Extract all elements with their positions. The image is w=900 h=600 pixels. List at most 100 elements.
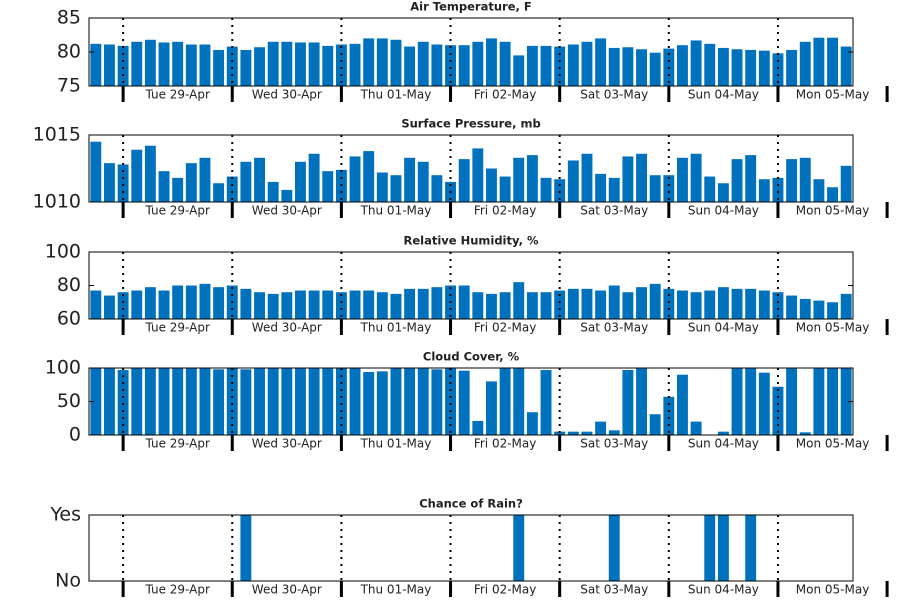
bar (104, 44, 115, 86)
bar (554, 290, 566, 319)
bar (717, 515, 729, 581)
y-tick-label: 100 (45, 241, 81, 263)
bar (376, 371, 388, 435)
bar (240, 288, 252, 319)
bar (472, 41, 484, 86)
day-label: Sat 03-May (580, 437, 648, 451)
bar (513, 368, 525, 435)
bar (745, 515, 757, 581)
bar (349, 43, 361, 86)
bar (199, 368, 211, 435)
bar (158, 368, 170, 435)
bar (144, 145, 156, 202)
bar (813, 37, 825, 86)
day-label: Thu 01-May (360, 321, 432, 335)
bar (281, 368, 293, 435)
day-label: Fri 02-May (474, 88, 537, 102)
bar (840, 165, 852, 202)
bar (472, 420, 484, 435)
bar (404, 157, 416, 202)
bar (704, 43, 716, 86)
bar (758, 179, 770, 202)
y-tick-label: 85 (57, 7, 81, 29)
bar (295, 161, 306, 202)
bar (90, 43, 102, 86)
bar (308, 42, 320, 86)
bar (622, 370, 634, 435)
bar (131, 368, 143, 435)
bar (581, 153, 593, 202)
bar (417, 368, 429, 435)
bar (158, 42, 170, 86)
bar (404, 368, 416, 435)
bar (827, 37, 838, 86)
bar (295, 42, 306, 86)
bar (677, 157, 688, 202)
axes-box (88, 134, 854, 203)
day-label: Wed 30-Apr (252, 88, 322, 102)
bar (499, 292, 511, 319)
y-tick-label: 80 (57, 274, 81, 296)
bar (240, 369, 252, 435)
day-label: Sun 04-May (688, 204, 759, 218)
bar (827, 368, 838, 435)
day-label: Sun 04-May (688, 583, 759, 597)
bar (131, 149, 143, 202)
bar (199, 283, 211, 319)
bar (144, 368, 156, 435)
bar (758, 372, 770, 435)
bar (827, 187, 838, 202)
bar (813, 179, 825, 202)
bar (458, 45, 470, 86)
bar (472, 292, 484, 319)
bar (486, 38, 497, 86)
day-label: Fri 02-May (474, 583, 537, 597)
bar (254, 368, 265, 435)
bar (581, 288, 593, 319)
bar (567, 288, 579, 319)
bar (158, 290, 170, 319)
bar (226, 46, 238, 86)
bar (690, 40, 702, 86)
bar (376, 172, 388, 202)
bar (799, 432, 811, 435)
bar (431, 287, 443, 319)
bar (799, 41, 811, 86)
day-label: Tue 29-Apr (144, 88, 209, 102)
bar (704, 515, 716, 581)
bar (349, 156, 361, 202)
bar (567, 160, 579, 202)
bar (254, 292, 265, 319)
bar (185, 285, 197, 319)
bar (322, 368, 334, 435)
bar (431, 175, 443, 202)
bar (417, 161, 429, 202)
bar (540, 177, 552, 202)
bar (622, 156, 634, 202)
bar (445, 368, 456, 435)
bar (390, 39, 402, 86)
bar (526, 412, 538, 435)
bar (431, 369, 443, 435)
bar (445, 45, 456, 86)
bar (131, 41, 143, 86)
bar (567, 431, 579, 435)
bar (213, 183, 225, 202)
bar (417, 41, 429, 86)
day-label: Thu 01-May (360, 88, 432, 102)
day-label: Mon 05-May (796, 583, 870, 597)
bar (813, 300, 825, 319)
bar (104, 368, 115, 435)
panel-title: Relative Humidity, % (403, 234, 538, 248)
bar (786, 295, 798, 319)
bar (540, 45, 552, 86)
bar (499, 41, 511, 86)
day-label: Tue 29-Apr (144, 437, 209, 451)
bar (704, 290, 716, 319)
bar (690, 292, 702, 319)
day-label: Mon 05-May (796, 204, 870, 218)
bar (117, 370, 129, 435)
bar (172, 285, 184, 319)
bar (677, 374, 688, 435)
bar (799, 298, 811, 319)
